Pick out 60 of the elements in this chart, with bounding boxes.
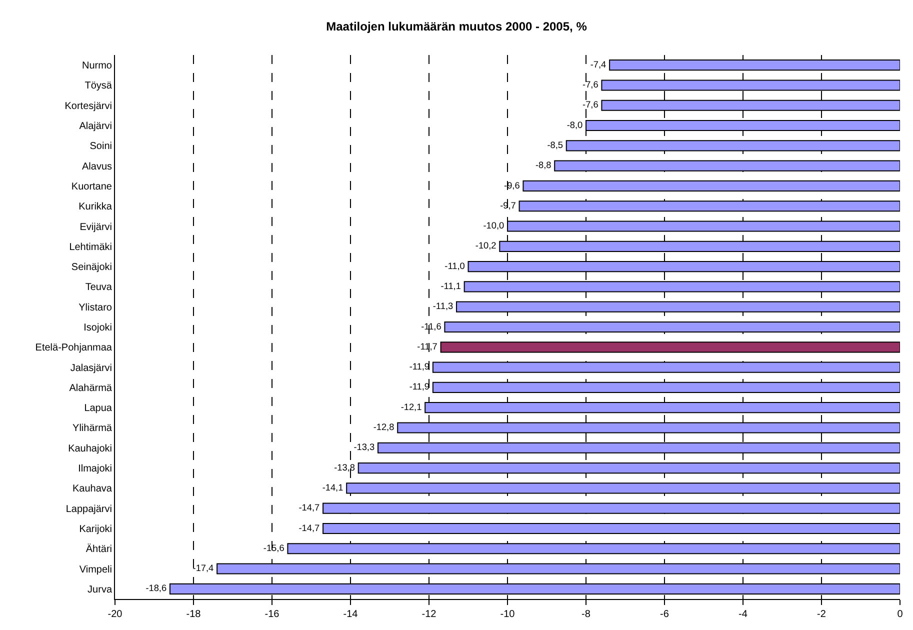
data-label: -12,8 xyxy=(373,422,394,432)
y-tick-label: Alavus xyxy=(82,161,112,172)
y-tick-label: Lehtimäki xyxy=(69,242,112,253)
y-tick-label: Etelä-Pohjanmaa xyxy=(35,342,112,354)
data-label: -14,1 xyxy=(322,482,344,492)
y-tick-label: Alahärmä xyxy=(69,382,112,394)
y-tick-label: Kuortane xyxy=(71,181,112,192)
x-tick-label: -14 xyxy=(343,609,358,620)
y-tick-label: Kortesjärvi xyxy=(64,100,112,112)
y-tick-label: Töysä xyxy=(84,80,112,92)
y-tick-label: Alajärvi xyxy=(79,121,112,132)
data-label: -7,6 xyxy=(582,80,598,90)
x-tick-label: -12 xyxy=(422,609,437,620)
data-label: -10,0 xyxy=(483,220,504,231)
data-label: -12,1 xyxy=(400,402,422,412)
y-tick-label: Soini xyxy=(90,141,112,152)
data-label: -11,1 xyxy=(440,280,461,291)
y-tick-label: Lappajärvi xyxy=(66,504,112,515)
data-label: -7,4 xyxy=(590,59,606,70)
x-tick-label: 0 xyxy=(897,609,904,620)
x-tick-label: -8 xyxy=(582,609,591,620)
data-label: -8,5 xyxy=(547,140,563,150)
y-tick-label: Kauhajoki xyxy=(68,443,112,454)
y-tick-label: Ilmajoki xyxy=(78,464,112,475)
x-tick-label: -16 xyxy=(264,609,280,620)
y-tick-label: Teuva xyxy=(85,282,112,294)
y-tick-label: Kurikka xyxy=(78,202,112,213)
data-label: -14,7 xyxy=(298,522,320,533)
y-tick-label: Nurmo xyxy=(82,60,112,72)
data-label: -14,7 xyxy=(298,502,320,513)
y-tick-label: Ylistaro xyxy=(78,302,112,314)
y-tick-label: Seinäjoki xyxy=(71,262,112,274)
data-label: -11,6 xyxy=(421,321,442,332)
y-tick-label: Evijärvi xyxy=(80,222,112,233)
data-label: -13,8 xyxy=(334,462,355,472)
chart-title: Maatilojen lukumäärän muutos 2000 - 2005, % xyxy=(326,19,588,34)
y-tick-label: Jurva xyxy=(88,584,112,596)
x-tick-label: -18 xyxy=(186,609,202,620)
data-label: -11,0 xyxy=(444,260,465,271)
x-tick-label: -10 xyxy=(500,609,516,620)
data-label: -13,3 xyxy=(354,442,375,452)
y-tick-label: Ylihärmä xyxy=(72,423,112,434)
y-tick-label: Kauhava xyxy=(72,484,112,495)
data-label: -17,4 xyxy=(192,563,214,574)
y-tick-label: Jalasjärvi xyxy=(70,362,112,374)
x-tick-label: -20 xyxy=(108,609,123,620)
y-tick-label: Isojoki xyxy=(84,322,112,334)
data-label: -10,2 xyxy=(475,240,496,251)
y-tick-label: Karijoki xyxy=(79,524,112,535)
data-label: -8,8 xyxy=(535,160,552,170)
data-label: -18,6 xyxy=(146,583,167,594)
data-label: -7,6 xyxy=(582,100,598,110)
x-tick-label: -2 xyxy=(817,609,826,620)
x-tick-label: -4 xyxy=(738,609,748,620)
data-label: -8,0 xyxy=(566,120,583,130)
y-tick-label: Lapua xyxy=(84,403,112,414)
y-tick-label: Vimpeli xyxy=(79,564,112,576)
y-tick-label: Ähtäri xyxy=(86,543,112,556)
x-tick-label: -6 xyxy=(660,609,670,620)
data-label: -11,3 xyxy=(432,301,454,312)
